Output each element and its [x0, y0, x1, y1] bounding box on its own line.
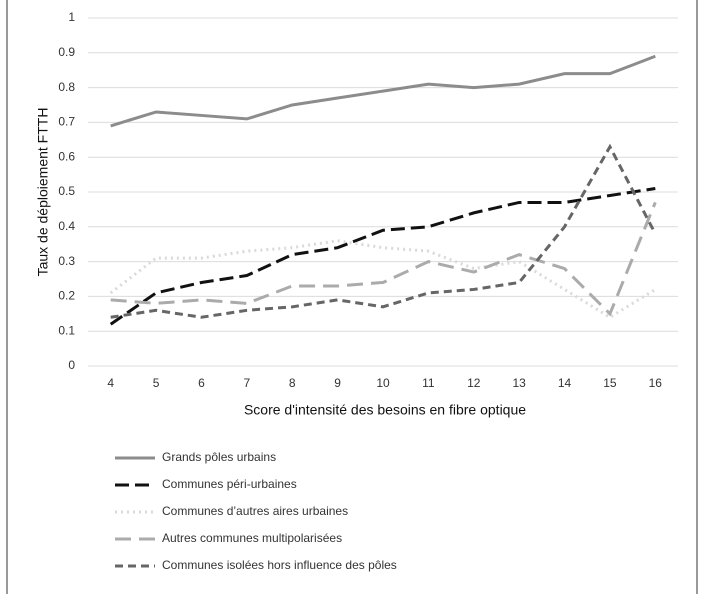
x-tick-label: 7: [244, 376, 251, 390]
y-axis-label: Taux de déploiement FTTH: [35, 108, 51, 277]
x-axis-label: Score d'intensité des besoins en fibre o…: [244, 402, 526, 418]
x-tick-label: 4: [107, 376, 114, 390]
x-tick-label: 6: [198, 376, 205, 390]
legend-label: Grands pôles urbains: [162, 450, 276, 464]
y-tick-label: 0.2: [58, 289, 75, 303]
y-tick-label: 0: [68, 358, 75, 372]
y-tick-label: 1: [68, 10, 75, 24]
series-line: [109, 239, 657, 320]
y-tick-label: 0.6: [58, 149, 75, 163]
y-tick-label: 0.1: [58, 323, 75, 337]
x-tick-label: 8: [289, 376, 296, 390]
series-line: [109, 187, 656, 326]
legend-label: Communes isolées hors influence des pôle…: [162, 558, 397, 572]
y-tick-label: 0.4: [58, 219, 75, 233]
x-tick-label: 15: [603, 376, 617, 390]
y-tick-label: 0.8: [58, 80, 75, 94]
x-tick-label: 16: [649, 376, 663, 390]
y-tick-label: 0.9: [58, 45, 75, 59]
legend-label: Autres communes multipolarisées: [162, 531, 342, 545]
x-tick-label: 10: [376, 376, 390, 390]
series-line: [110, 201, 657, 317]
x-tick-label: 12: [467, 376, 481, 390]
x-tick-label: 9: [334, 376, 341, 390]
legend-label: Communes d’autres aires urbaines: [162, 504, 348, 518]
x-tick-label: 13: [512, 376, 526, 390]
x-tick-label: 5: [153, 376, 160, 390]
series-line: [110, 54, 656, 128]
y-tick-label: 0.3: [58, 254, 75, 268]
x-tick-label: 14: [558, 376, 572, 390]
x-tick-label: 11: [422, 376, 435, 390]
series-line: [110, 143, 657, 319]
y-tick-label: 0.7: [58, 115, 75, 129]
legend-label: Communes péri-urbaines: [162, 477, 297, 491]
y-tick-label: 0.5: [58, 184, 75, 198]
